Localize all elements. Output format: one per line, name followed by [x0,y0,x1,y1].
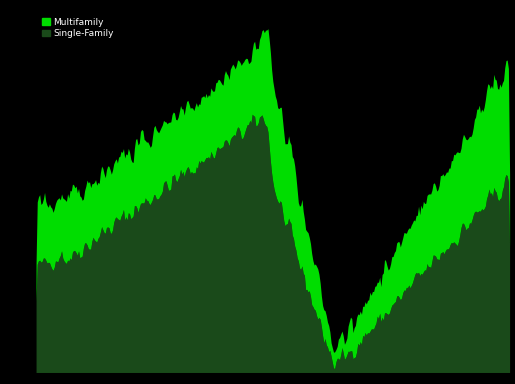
Legend: Multifamily, Single-Family: Multifamily, Single-Family [41,16,115,40]
